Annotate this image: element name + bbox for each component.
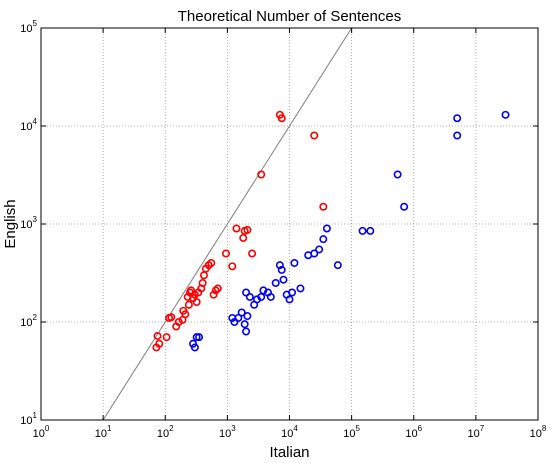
x-tick-label: 102 [157, 424, 174, 440]
data-point [453, 114, 462, 123]
data-point [333, 261, 342, 270]
data-point [319, 235, 328, 244]
data-point [167, 313, 176, 322]
y-tick-label: 101 [20, 411, 37, 427]
data-point [198, 279, 207, 288]
data-point [213, 284, 222, 293]
data-point [271, 279, 280, 288]
data-point [279, 275, 288, 284]
data-point [501, 110, 510, 119]
data-point [453, 131, 462, 140]
data-point [153, 331, 162, 340]
x-tick-label: 100 [33, 424, 50, 440]
y-axis-label: English [2, 199, 19, 248]
data-point [192, 297, 201, 306]
data-point [315, 245, 324, 254]
data-point [242, 327, 251, 336]
reference-line [102, 27, 353, 421]
data-point [257, 170, 266, 179]
data-point [155, 339, 164, 348]
data-point [400, 202, 409, 211]
x-tick-label: 107 [468, 424, 485, 440]
y-tick-label: 103 [20, 215, 37, 231]
data-point [187, 286, 196, 295]
data-point [290, 258, 299, 267]
data-point [358, 226, 367, 235]
x-tick-label: 105 [343, 424, 360, 440]
data-point [221, 249, 230, 258]
data-point [266, 292, 275, 301]
data-point [234, 313, 243, 322]
plot-frame [40, 27, 539, 421]
data-point [209, 290, 218, 299]
data-point [228, 262, 237, 271]
data-point [207, 258, 216, 267]
data-point [259, 286, 268, 295]
data-point [288, 288, 297, 297]
data-point [310, 131, 319, 140]
data-point [192, 333, 201, 342]
data-point [310, 249, 319, 258]
data-point [243, 312, 252, 321]
data-point [162, 333, 171, 342]
x-tick-label: 104 [281, 424, 298, 440]
y-tick-label: 105 [20, 19, 37, 35]
data-point [240, 320, 249, 329]
data-point [181, 310, 190, 319]
data-point [232, 224, 241, 233]
data-point [239, 233, 248, 242]
data-point [277, 114, 286, 123]
x-tick-label: 101 [95, 424, 112, 440]
series-1 [189, 110, 510, 352]
data-point [393, 170, 402, 179]
x-tick-label: 103 [219, 424, 236, 440]
y-tick-label: 104 [20, 117, 37, 133]
chart-title: Theoretical Number of Sentences [178, 8, 401, 25]
data-point [190, 343, 199, 352]
y-tick-label: 102 [20, 313, 37, 329]
data-point [319, 202, 328, 211]
data-point [184, 300, 193, 309]
data-point [237, 308, 246, 317]
data-point [322, 224, 331, 233]
data-point [243, 225, 252, 234]
data-point [195, 333, 204, 342]
data-point [275, 261, 284, 270]
data-point [245, 292, 254, 301]
data-point [366, 226, 375, 235]
data-point [277, 265, 286, 274]
x-tick-label: 106 [405, 424, 422, 440]
data-point [211, 286, 220, 295]
data-point [257, 292, 266, 301]
data-point [296, 284, 305, 293]
data-point [248, 249, 257, 258]
x-axis-label: Italian [269, 444, 309, 461]
data-point [285, 295, 294, 304]
x-tick-label: 108 [530, 424, 547, 440]
plot-area: 100 101 102 103 104 105 106 107 1081011021031041… [20, 19, 547, 440]
series-0 [152, 110, 328, 352]
